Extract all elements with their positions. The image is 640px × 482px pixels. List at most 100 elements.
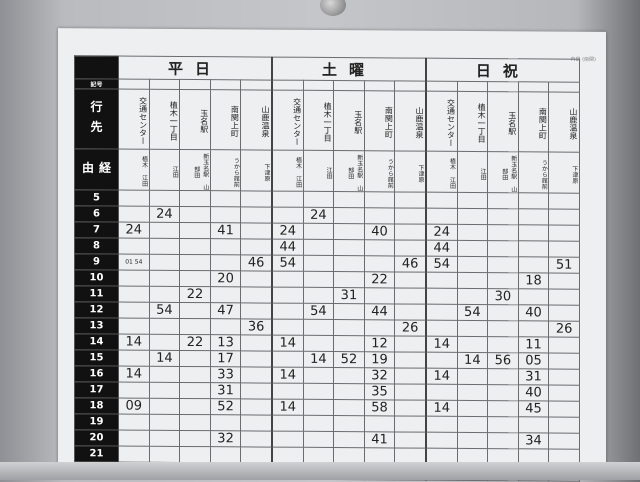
departure-cell xyxy=(303,319,334,336)
departure-cell xyxy=(149,382,180,399)
departure-cell: 46 xyxy=(240,254,272,272)
departure-cell xyxy=(457,320,488,337)
kigo-label: 記号 xyxy=(74,78,119,90)
frame-bottom xyxy=(0,462,640,480)
departure-cell xyxy=(210,414,241,431)
departure-cell xyxy=(149,238,180,255)
departure-cell xyxy=(364,239,395,256)
departure-cell xyxy=(394,207,426,225)
departure-cell xyxy=(487,432,519,449)
departure-cell xyxy=(271,303,304,320)
departure-cell: 36 xyxy=(240,318,272,336)
departure-cell: 14 xyxy=(271,335,304,352)
departure-cell xyxy=(333,383,365,400)
departure-cell xyxy=(518,288,549,306)
departure-cell xyxy=(240,350,272,368)
departure-cell xyxy=(333,255,365,272)
destination-cell: 南関上町 xyxy=(210,89,241,150)
departure-cell xyxy=(518,192,549,210)
departure-cell xyxy=(149,334,180,351)
via-cell: 下津原 xyxy=(394,150,426,193)
departure-cell xyxy=(271,287,304,304)
departure-cell xyxy=(271,319,304,336)
departure-cell xyxy=(548,433,580,450)
departure-cell: 24 xyxy=(303,207,334,224)
departure-cell xyxy=(240,302,272,320)
departure-cell: 09 xyxy=(118,398,150,415)
kigo-cell xyxy=(518,81,549,93)
departure-cell xyxy=(457,208,488,225)
departure-cell: 33 xyxy=(210,366,241,383)
departure-cell xyxy=(303,383,334,400)
departure-cell xyxy=(118,302,150,319)
departure-cell xyxy=(118,446,150,463)
destination-cell: 玉名駅 xyxy=(179,89,211,150)
departure-cell: 14 xyxy=(149,350,180,367)
kigo-cell xyxy=(364,80,395,91)
departure-cell xyxy=(179,254,211,271)
departure-cell xyxy=(179,382,211,399)
departure-cell xyxy=(240,190,272,208)
departure-cell xyxy=(333,367,365,384)
departure-cell: 58 xyxy=(364,399,395,416)
group-title-weekday: 平日 xyxy=(118,56,272,81)
departure-cell xyxy=(271,383,304,400)
departure-cell xyxy=(364,319,395,336)
via-cell: 下津原 xyxy=(240,149,272,192)
departure-cell xyxy=(548,305,580,322)
departure-cell xyxy=(240,238,272,256)
destination-row: 行先 交通センター 植木一丁目 玉名駅 南関上町 山鹿温泉 交通センター 植木一丁目 玉名駅 南関… xyxy=(74,88,580,153)
departure-cell: 40 xyxy=(364,223,395,240)
departure-cell xyxy=(548,193,580,210)
departure-cell xyxy=(179,398,211,415)
departure-cell: 52 xyxy=(333,351,365,368)
departure-cell: 51 xyxy=(548,257,580,274)
departure-cell xyxy=(425,432,458,449)
group-title-saturday: 土曜 xyxy=(271,57,426,82)
departure-cell xyxy=(271,415,304,432)
destination-cell: 交通センター xyxy=(425,91,458,152)
departure-cell xyxy=(271,351,304,368)
departure-cell: 31 xyxy=(518,368,549,386)
hour-label: 16 xyxy=(74,365,119,383)
via-cell: うから館前 xyxy=(364,150,395,192)
departure-cell: 01 54 xyxy=(118,254,150,271)
departure-cell xyxy=(303,367,334,384)
departure-cell: 31 xyxy=(333,287,365,304)
departure-cell xyxy=(487,400,519,417)
departure-cell xyxy=(333,319,365,336)
departure-cell xyxy=(149,190,180,207)
departure-cell xyxy=(425,192,458,209)
departure-cell: 54 xyxy=(425,256,458,273)
hour-label: 17 xyxy=(74,381,119,399)
departure-cell xyxy=(364,287,395,304)
departure-cell xyxy=(303,415,334,432)
timetable-board: 内田 (南関) 平日 土曜 日祝 記号 行先 交通センター 植木一丁目 玉名駅 南関上町 山鹿温泉… xyxy=(58,28,606,482)
departure-cell xyxy=(548,273,580,290)
departure-cell xyxy=(457,384,488,401)
departure-cell xyxy=(179,238,211,255)
hour-label: 21 xyxy=(74,445,119,463)
departure-cell xyxy=(179,222,211,239)
departure-cell: 14 xyxy=(271,367,304,384)
kigo-cell xyxy=(394,80,426,92)
departure-cell xyxy=(518,224,549,242)
departure-cell xyxy=(149,286,180,303)
departure-cell: 26 xyxy=(548,321,580,338)
departure-cell: 12 xyxy=(364,335,395,352)
departure-cell: 14 xyxy=(118,366,150,383)
departure-cell xyxy=(425,272,458,289)
departure-cell xyxy=(333,223,365,240)
departure-cell xyxy=(240,398,272,416)
departure-cell: 14 xyxy=(271,399,304,416)
destination-cell: 山鹿温泉 xyxy=(548,92,580,153)
via-cell: 新玉名駅 山部田 xyxy=(487,151,519,193)
departure-cell xyxy=(240,446,272,464)
departure-cell xyxy=(333,303,365,320)
departure-cell xyxy=(149,254,180,271)
departure-cell xyxy=(303,239,334,256)
destination-cell: 玉名駅 xyxy=(333,90,365,151)
hour-label: 7 xyxy=(74,221,119,239)
via-cell: 江田 xyxy=(303,150,334,192)
departure-cell xyxy=(149,366,180,383)
